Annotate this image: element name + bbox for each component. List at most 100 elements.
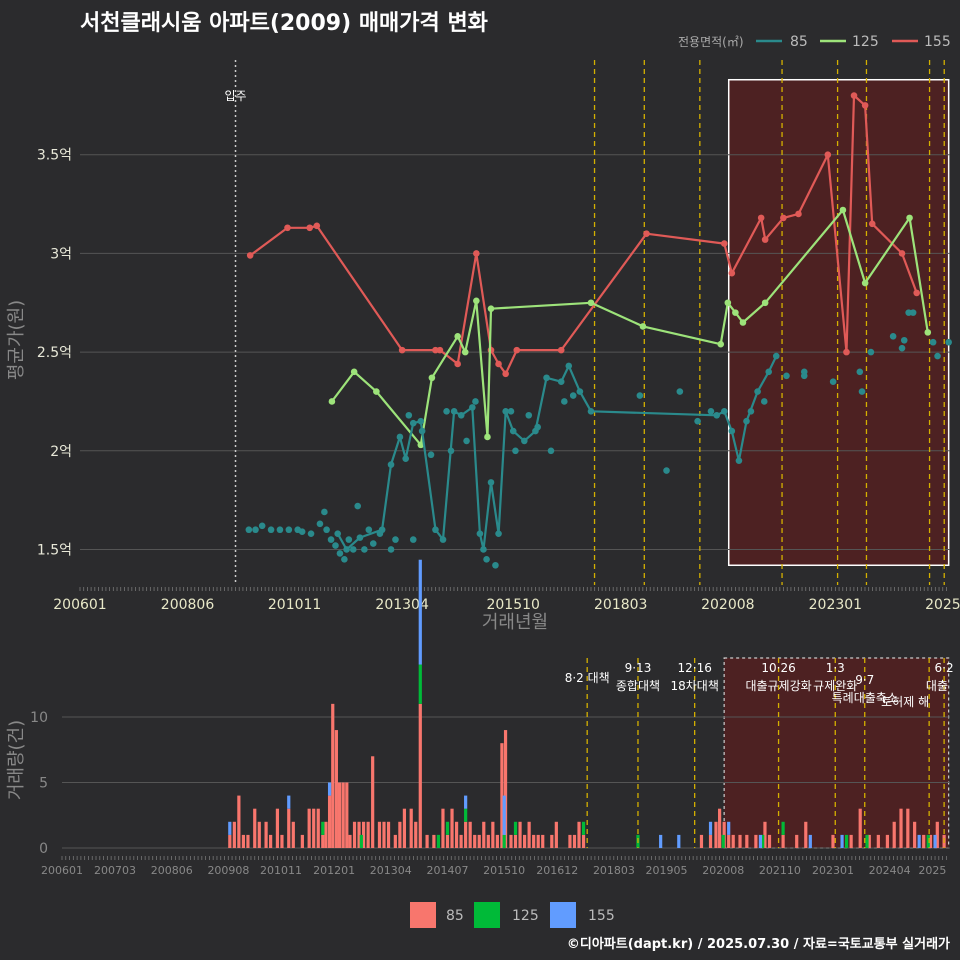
bar-85 xyxy=(727,834,731,848)
point-85 xyxy=(356,534,364,541)
scatter-point-85 xyxy=(405,411,413,419)
bar-85 xyxy=(337,782,342,848)
point-155 xyxy=(473,250,480,257)
scatter-point-85 xyxy=(800,372,808,380)
bar-85 xyxy=(291,821,295,848)
scatter-point-85 xyxy=(361,546,368,553)
scatter-point-85 xyxy=(307,530,315,537)
bar-85 xyxy=(849,834,853,848)
bar-85 xyxy=(581,834,586,848)
point-155 xyxy=(513,346,521,354)
scatter-point-85 xyxy=(569,392,577,399)
bar-125 xyxy=(844,834,849,848)
bottom-x-tick-label: 200703 xyxy=(94,864,136,877)
bar-85 xyxy=(348,834,352,848)
bar-85 xyxy=(858,808,862,848)
bottom-y-axis-title: 거래량(건) xyxy=(6,720,27,800)
scatter-point-85 xyxy=(909,309,917,316)
point-155 xyxy=(861,102,869,109)
bar-155 xyxy=(677,834,681,848)
bottom-highlight-box xyxy=(723,657,950,849)
legend-label-85: 85 xyxy=(790,34,808,50)
bar-85 xyxy=(509,834,513,848)
scatter-point-85 xyxy=(341,556,348,563)
scatter-point-85 xyxy=(365,526,373,534)
scatter-point-85 xyxy=(898,344,906,352)
policy-label: 6·2 xyxy=(935,661,954,675)
point-85 xyxy=(532,427,539,435)
bar-85 xyxy=(708,834,713,848)
point-85 xyxy=(396,433,404,441)
point-125 xyxy=(473,297,480,305)
bottom-x-tick-label: 201407 xyxy=(426,864,468,877)
bar-85 xyxy=(327,795,332,848)
scatter-point-85 xyxy=(463,437,470,445)
bar-155 xyxy=(327,782,332,796)
scatter-point-85 xyxy=(676,388,684,395)
bar-85 xyxy=(307,808,311,848)
point-85 xyxy=(387,461,395,468)
top-plot-area: 입주 xyxy=(80,60,952,585)
point-125 xyxy=(454,333,461,340)
scatter-point-85 xyxy=(512,447,519,455)
bar-85 xyxy=(767,834,772,848)
bar-155 xyxy=(287,795,291,809)
point-125 xyxy=(839,206,847,214)
scatter-point-85 xyxy=(285,526,293,534)
scatter-point-85 xyxy=(945,338,952,346)
point-155 xyxy=(757,214,765,222)
policy-label: 9·7 xyxy=(855,673,874,687)
bar-85 xyxy=(450,808,454,848)
bar-85 xyxy=(541,834,545,848)
bottom-x-tick-label: 201612 xyxy=(536,864,578,877)
policy-label-sub: 토허제 해 xyxy=(881,695,929,709)
point-85 xyxy=(772,352,780,360)
bar-85 xyxy=(432,834,436,848)
bar-85 xyxy=(754,834,758,848)
point-85 xyxy=(743,417,750,425)
legend-label-125: 125 xyxy=(852,34,879,50)
point-155 xyxy=(306,224,314,232)
bar-85 xyxy=(935,821,939,848)
bar-125 xyxy=(418,664,422,704)
bar-85 xyxy=(922,834,926,848)
bar-85 xyxy=(341,782,345,848)
point-125 xyxy=(724,299,732,307)
bar-85 xyxy=(482,821,486,848)
bar-155 xyxy=(659,834,663,848)
bar-85 xyxy=(714,821,718,848)
bar-85 xyxy=(352,821,357,848)
point-85 xyxy=(439,536,447,543)
bottom-x-tick-label: 201304 xyxy=(370,864,412,877)
point-155 xyxy=(720,240,728,247)
bar-125 xyxy=(436,834,441,848)
bar-85 xyxy=(409,808,413,848)
scatter-point-85 xyxy=(561,398,568,405)
scatter-point-85 xyxy=(427,451,435,459)
bar-155 xyxy=(758,834,763,848)
y-axis-title: 평균가(원) xyxy=(6,300,27,380)
bottom-x-tick-label: 201905 xyxy=(646,864,688,877)
legend-label-155: 155 xyxy=(924,34,951,50)
bar-85 xyxy=(321,834,325,848)
bar-85 xyxy=(867,834,871,848)
bar-125 xyxy=(761,834,765,848)
bar-125 xyxy=(464,808,468,822)
scatter-point-85 xyxy=(336,550,344,557)
legend-top: 전용면적(㎡) 85 125 155 xyxy=(678,34,951,50)
bar-85 xyxy=(386,821,391,848)
policy-label-sub: 대출 xyxy=(926,679,948,693)
bar-85 xyxy=(577,821,581,848)
bar-85 xyxy=(445,834,450,848)
bottom-x-tick-label: 2025 xyxy=(918,864,946,877)
point-155 xyxy=(284,224,291,232)
x-tick-label: 201803 xyxy=(594,597,647,613)
bar-85 xyxy=(572,834,577,848)
bar-85 xyxy=(477,834,481,848)
bar-85 xyxy=(491,821,495,848)
point-85 xyxy=(343,546,350,553)
point-85 xyxy=(728,427,736,435)
scatter-point-85 xyxy=(276,526,284,534)
point-155 xyxy=(843,348,850,356)
bar-85 xyxy=(334,730,338,848)
